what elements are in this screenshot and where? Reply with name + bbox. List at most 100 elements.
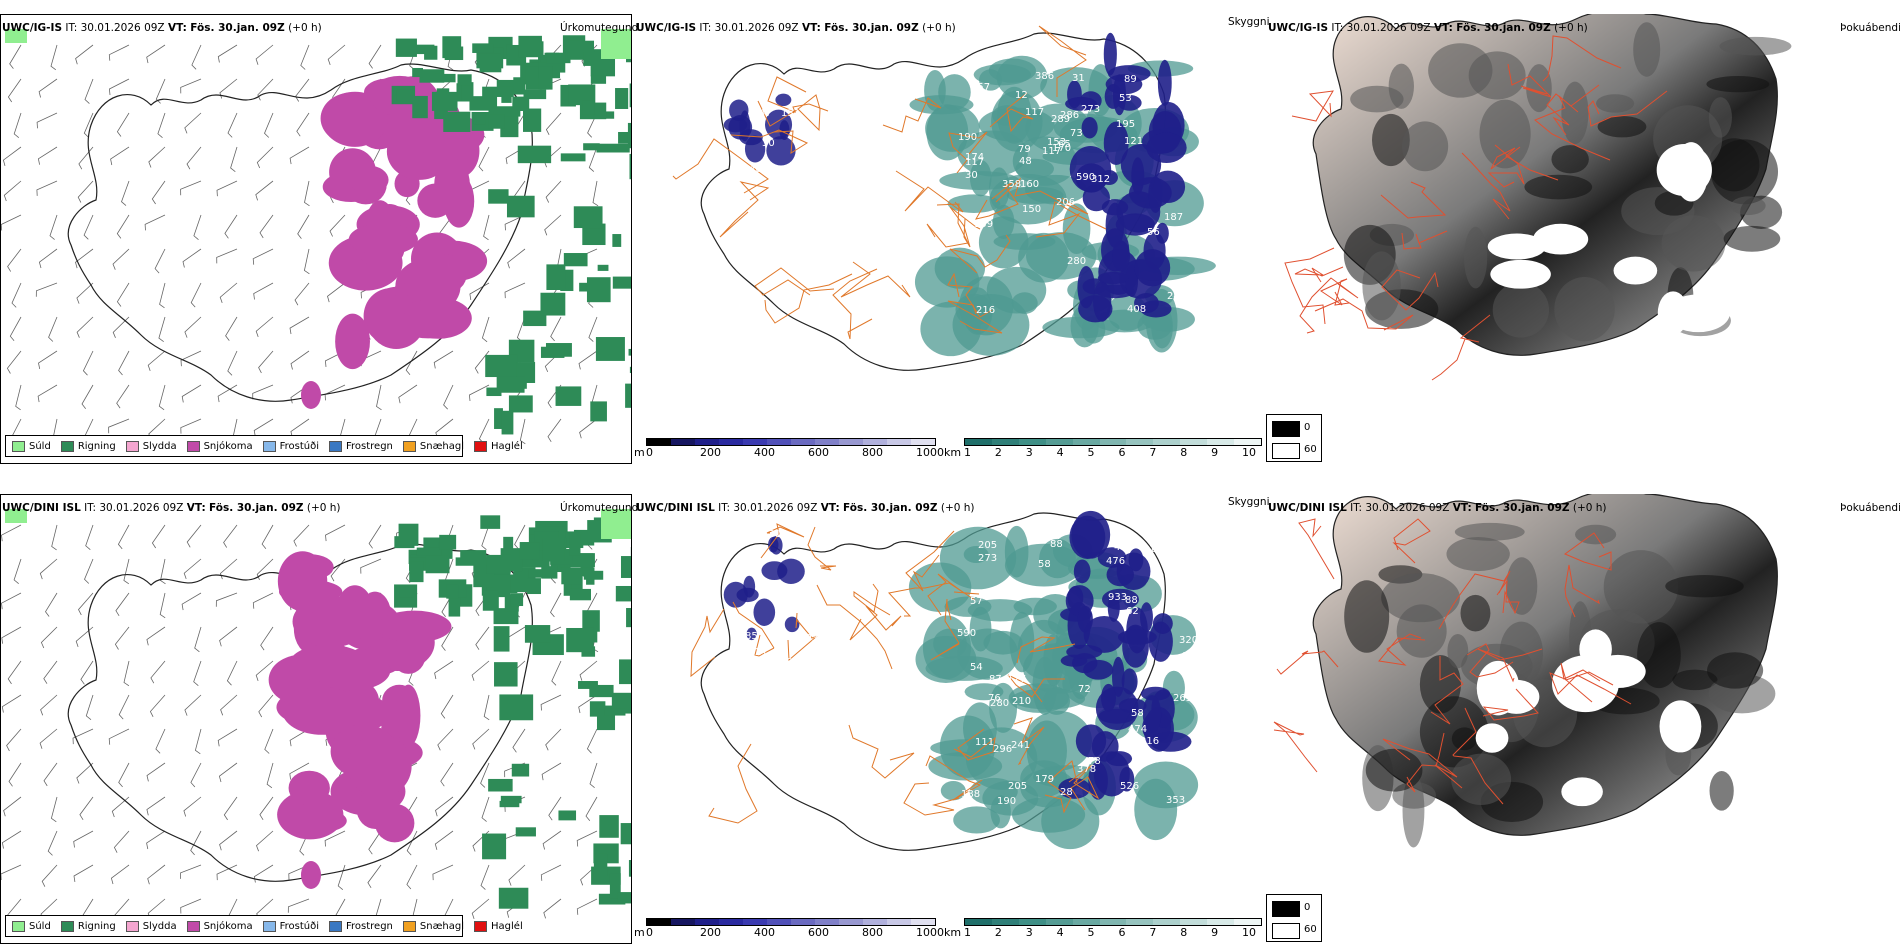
rain-area xyxy=(416,547,442,556)
wind-barb xyxy=(219,282,238,304)
rain-area xyxy=(628,348,631,356)
colorbar-segment xyxy=(1126,439,1154,445)
cloud-base-label: 88 xyxy=(1050,539,1063,550)
rain-area xyxy=(546,264,566,290)
rain-area xyxy=(439,534,457,550)
rain-area xyxy=(498,887,529,909)
wind-barb xyxy=(548,796,562,821)
snow-area xyxy=(335,313,370,370)
wind-barb xyxy=(180,350,202,367)
colorbar-unit: km xyxy=(944,446,962,459)
rain-area xyxy=(595,337,625,361)
wind-barb xyxy=(519,418,526,445)
colorbar-segment xyxy=(1207,919,1235,925)
wind-barb xyxy=(35,282,58,297)
colorbar-segment xyxy=(1153,439,1181,445)
wind-barb xyxy=(579,418,598,439)
rain-area xyxy=(486,387,502,397)
clear-area xyxy=(1613,256,1658,285)
wind-barb xyxy=(7,248,22,272)
wind-barb xyxy=(406,830,418,856)
cloud-base-label: 206 xyxy=(1056,197,1075,208)
road xyxy=(882,97,942,133)
rain-area xyxy=(586,277,611,303)
cloud-base-label: 117 xyxy=(965,157,984,168)
road xyxy=(1381,269,1439,311)
road xyxy=(947,300,1003,334)
wind-barb xyxy=(255,180,274,201)
fog-panel-top: 0 60 xyxy=(1266,14,1900,464)
wind-barb xyxy=(471,660,490,681)
wind-barb xyxy=(116,112,130,137)
rain-area xyxy=(434,73,456,83)
wind-barb xyxy=(434,830,454,850)
wind-barb xyxy=(1,626,22,644)
cloud-base-label: 72 xyxy=(1078,684,1091,695)
colorbar-tick: 800 xyxy=(862,446,883,459)
cloud-base-label: 85 xyxy=(745,631,758,642)
rain-area xyxy=(396,89,414,101)
wind-barb xyxy=(225,316,238,341)
fog-legend-label: 0 xyxy=(1304,902,1311,913)
wind-barb xyxy=(38,78,58,98)
road xyxy=(989,92,1034,133)
road xyxy=(853,583,891,616)
rain-area xyxy=(501,410,514,435)
wind-barb xyxy=(217,44,238,63)
rain-area xyxy=(500,112,519,138)
road xyxy=(690,608,725,678)
wind-barb xyxy=(303,248,310,275)
wind-barb xyxy=(545,180,562,203)
low-cloud-area xyxy=(1115,213,1155,236)
colorbar-m-top: m 0 200 400 600 800 1000 xyxy=(634,438,944,462)
legend-label: Frostúði xyxy=(279,440,319,452)
wind-barb xyxy=(186,146,202,170)
low-visibility-area xyxy=(1134,778,1178,841)
low-visibility-area xyxy=(979,69,1003,91)
cloud-base-label: 210 xyxy=(1012,696,1031,707)
wind-barb xyxy=(75,248,94,269)
cloud-base-label: 933 xyxy=(1108,592,1127,603)
low-cloud-area xyxy=(1067,80,1082,109)
wind-barb xyxy=(41,864,58,887)
fog-area xyxy=(1719,36,1792,56)
wind-barb xyxy=(474,350,490,374)
panel-title-fog-bottom: Þokuábendi xyxy=(1840,502,1900,514)
low-cloud-area xyxy=(723,581,748,608)
low-cloud-area xyxy=(1097,271,1129,285)
wind-barb xyxy=(434,660,454,680)
colorbar-segment xyxy=(1099,919,1127,925)
wind-barb xyxy=(576,830,598,847)
cloud-base-label: 61 xyxy=(762,68,775,79)
wind-barb xyxy=(190,830,202,856)
fog-area xyxy=(1402,773,1425,848)
wind-barb xyxy=(73,830,94,848)
legend-item: Frostúði xyxy=(262,920,319,932)
cloud-base-label: 56 xyxy=(1147,227,1160,238)
clear-area xyxy=(1492,679,1540,714)
low-cloud-area xyxy=(779,120,790,141)
rain-area xyxy=(448,594,461,617)
legend-item: Slydda xyxy=(125,920,177,932)
road xyxy=(1314,298,1414,331)
low-visibility-area xyxy=(1013,597,1057,616)
rain-area xyxy=(488,778,513,792)
wind-barb xyxy=(289,762,310,780)
wind-barb xyxy=(147,864,166,885)
low-cloud-area xyxy=(1157,59,1172,106)
snow-area xyxy=(391,636,426,674)
wind-barb xyxy=(545,112,562,135)
colorbar-tick: 0 xyxy=(646,446,653,459)
rain-area xyxy=(628,860,631,877)
road xyxy=(1378,633,1426,666)
rain-area xyxy=(523,108,542,132)
cloud-base-label: 408 xyxy=(1127,304,1146,315)
legend-label: Frostúði xyxy=(279,920,319,932)
rain-area xyxy=(590,401,607,422)
low-cloud-area xyxy=(1103,32,1117,76)
road xyxy=(1549,672,1632,705)
wind-barb xyxy=(110,864,130,885)
fog-area xyxy=(1371,113,1410,167)
colorbar-tick: 4 xyxy=(1056,446,1064,459)
header-top-fog: UWC/IG-IS IT: 30.01.2026 09Z VT: Fös. 30… xyxy=(1268,22,1588,34)
